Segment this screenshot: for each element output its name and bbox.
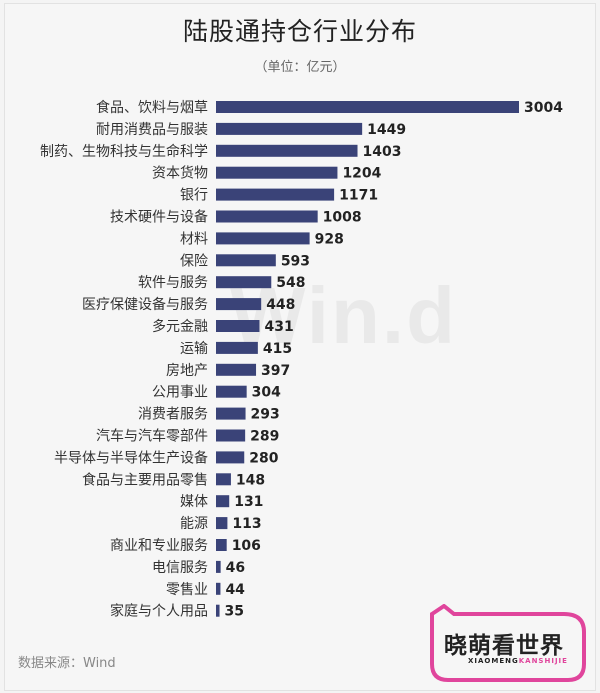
bar [216, 495, 230, 508]
data-label: 148 [236, 472, 265, 488]
category-label: 资本货物 [152, 165, 208, 182]
brand-logo: 晓萌看世界 XIAOMENGKANSHIJIE [424, 603, 594, 688]
bar [216, 517, 228, 530]
chart-frame [4, 3, 596, 691]
bar [216, 539, 227, 551]
bar [216, 210, 318, 223]
bar [216, 429, 246, 442]
data-label: 1403 [363, 144, 402, 160]
bar [216, 363, 257, 376]
data-label: 928 [315, 231, 344, 247]
category-label: 能源 [180, 516, 208, 532]
category-label: 食品与主要用品零售 [82, 471, 208, 488]
bar [216, 122, 363, 135]
category-label: 商业和专业服务 [110, 538, 208, 554]
category-label: 材料 [180, 231, 208, 247]
bar [216, 385, 247, 398]
data-label: 131 [234, 494, 263, 510]
data-label: 304 [252, 385, 281, 401]
category-label: 软件与服务 [138, 275, 208, 291]
category-label: 运输 [180, 341, 208, 357]
category-label: 公用事业 [152, 385, 208, 401]
category-label: 半导体与半导体生产设备 [54, 449, 208, 466]
data-source: 数据来源：Wind [18, 656, 116, 671]
bar [216, 451, 245, 464]
category-label: 汽车与汽车零部件 [96, 428, 208, 445]
bar [216, 144, 358, 157]
category-label: 医疗保健设备与服务 [82, 296, 208, 313]
bar [216, 166, 338, 179]
category-label: 耐用消费品与服装 [96, 122, 208, 138]
category-label: 食品、饮料与烟草 [96, 99, 208, 116]
bar [216, 101, 519, 113]
data-label: 593 [281, 253, 310, 269]
category-label: 保险 [180, 253, 208, 269]
data-label: 1449 [367, 122, 406, 138]
bar [216, 298, 262, 311]
bar [216, 582, 221, 595]
data-label: 293 [251, 407, 280, 423]
data-label: 3004 [524, 100, 563, 116]
bar [216, 232, 310, 245]
category-label: 零售业 [166, 582, 208, 598]
data-label: 415 [263, 341, 292, 357]
data-label: 431 [264, 319, 293, 335]
data-label: 1204 [342, 166, 381, 182]
chart-title: 陆股通持仓行业分布 [182, 17, 417, 46]
bar [216, 188, 335, 201]
category-label: 制药、生物科技与生命科学 [40, 143, 208, 160]
category-label: 电信服务 [152, 560, 208, 576]
bar [216, 473, 231, 486]
data-label: 448 [266, 297, 295, 313]
data-label: 113 [232, 516, 261, 532]
data-label: 289 [250, 429, 279, 445]
category-label: 媒体 [180, 494, 208, 510]
bar [216, 560, 221, 573]
logo-text: 晓萌看世界 [444, 633, 564, 659]
data-label: 397 [261, 363, 290, 379]
bar [216, 320, 260, 332]
bar [216, 276, 272, 289]
data-label: 106 [232, 538, 261, 554]
bar [216, 407, 246, 420]
category-label: 多元金融 [152, 318, 208, 335]
bar [216, 254, 276, 267]
logo-subtext: XIAOMENGKANSHIJIE [468, 657, 568, 665]
data-label: 1008 [323, 210, 362, 226]
category-label: 消费者服务 [138, 407, 208, 423]
data-label: 1171 [339, 188, 378, 204]
bar [216, 341, 258, 354]
data-label: 548 [276, 275, 305, 291]
data-label: 280 [249, 450, 278, 466]
data-label: 44 [225, 582, 245, 598]
category-label: 家庭与个人用品 [110, 603, 208, 620]
data-label: 35 [225, 604, 244, 620]
data-label: 46 [226, 560, 245, 576]
chart-subtitle: （单位：亿元） [254, 60, 346, 75]
logo-badge-icon [430, 603, 586, 682]
category-label: 房地产 [166, 363, 208, 379]
category-label: 技术硬件与设备 [110, 209, 208, 226]
category-label: 银行 [180, 188, 208, 204]
bar [216, 604, 220, 617]
